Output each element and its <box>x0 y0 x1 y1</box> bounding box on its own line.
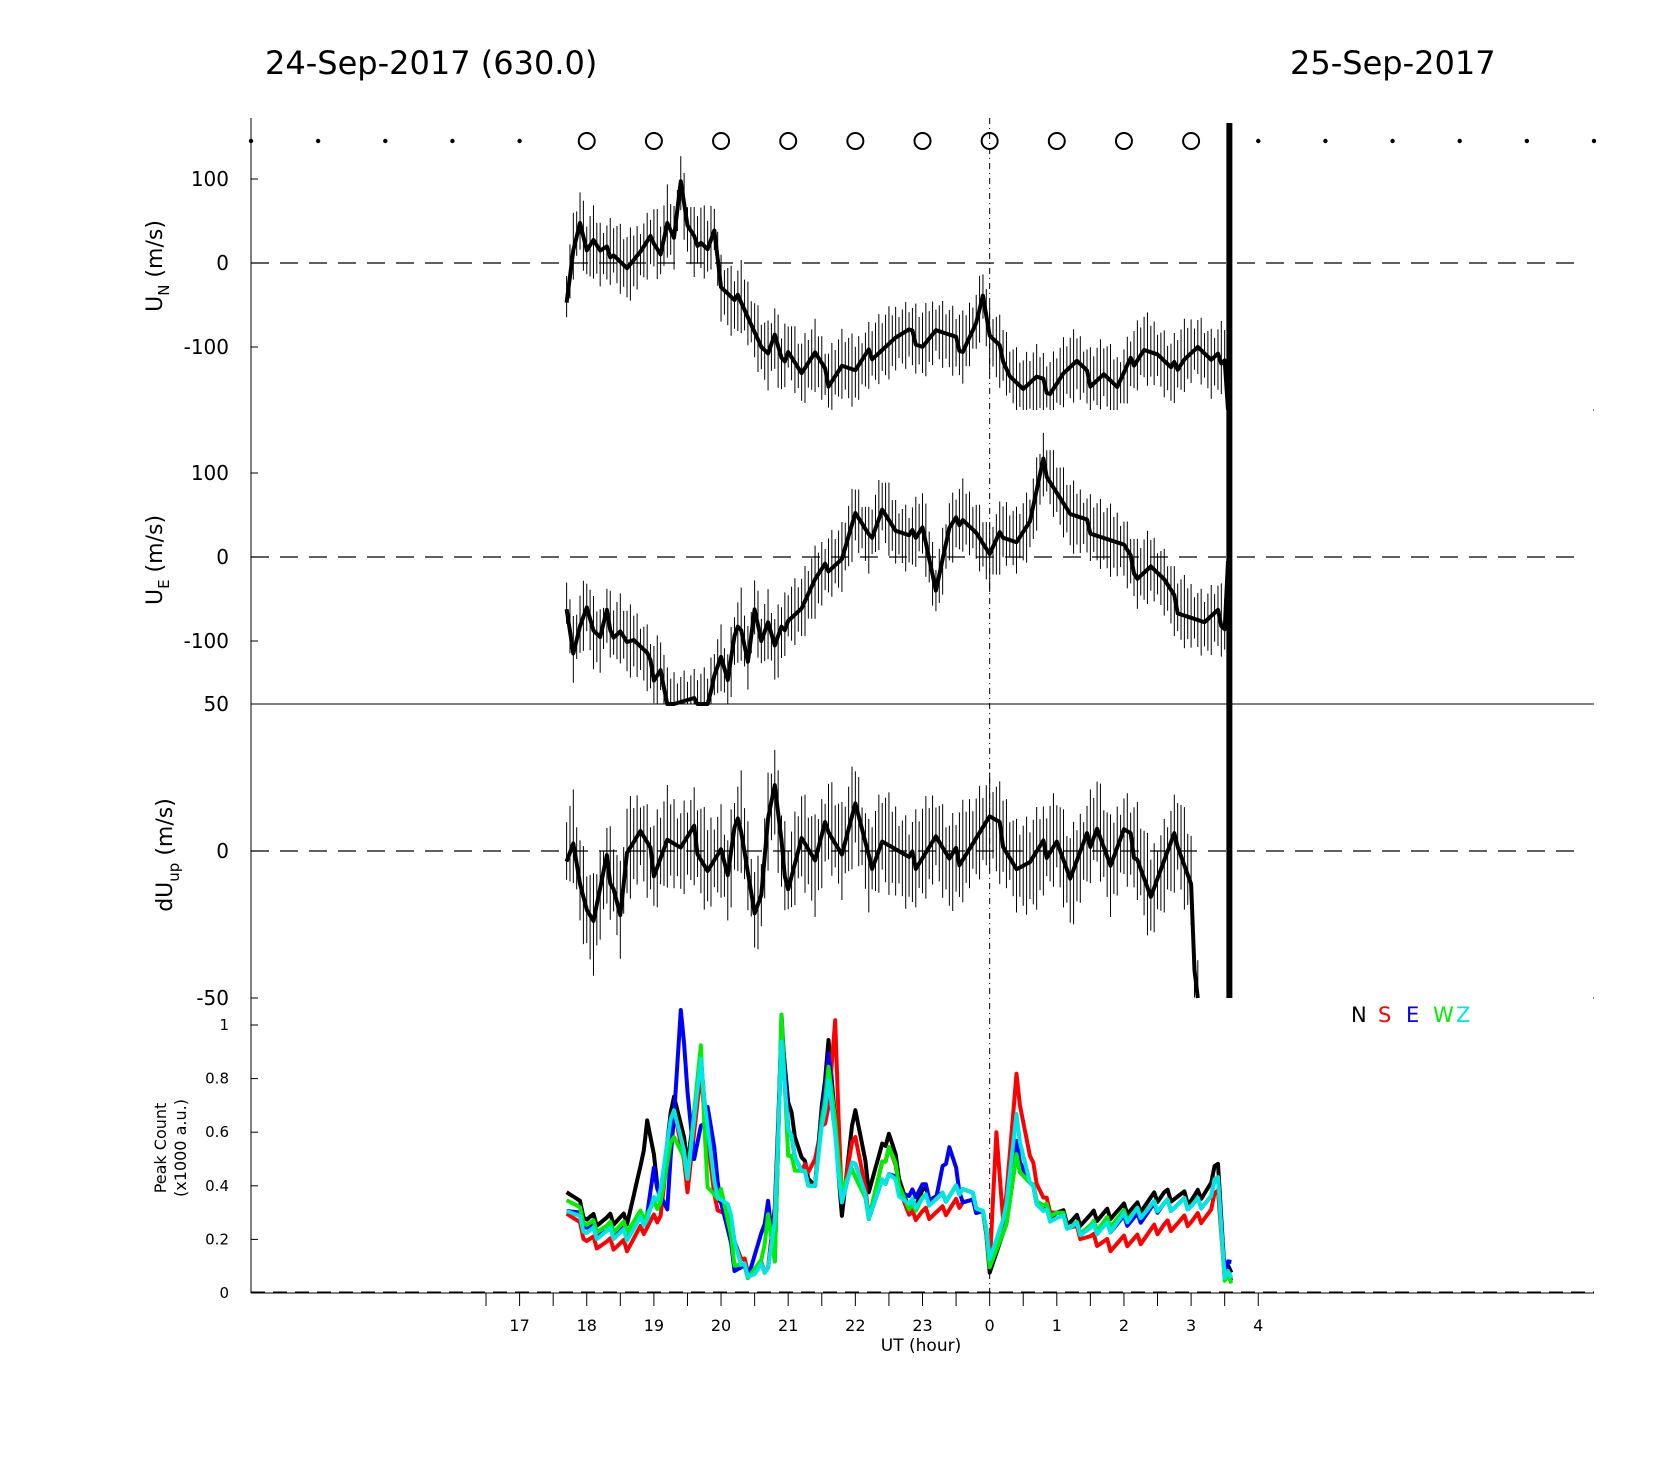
measurement-circle-marker <box>980 132 999 150</box>
y-label-main: U <box>143 589 168 605</box>
measurement-circle-marker <box>1114 132 1133 150</box>
y-tick-label: -100 <box>184 335 229 359</box>
legend-item-W: W <box>1433 1003 1454 1027</box>
y-axis-label-text: UN (m/s) <box>143 220 173 312</box>
x-tick-label: 18 <box>577 1316 597 1335</box>
x-tick-label: 2 <box>1119 1316 1129 1335</box>
y-axis-label-text: UE (m/s) <box>143 515 173 605</box>
y-label-main: dU <box>153 882 178 912</box>
y-tick-label: -100 <box>184 629 229 653</box>
y-label-main: U <box>143 296 168 312</box>
y-label-sub: E <box>155 579 173 588</box>
left-date-title: 24-Sep-2017 (630.0) <box>265 44 598 82</box>
dot-marker <box>1457 138 1462 144</box>
data-layer <box>248 123 1597 1285</box>
y-label-unit: (m/s) <box>143 515 168 579</box>
legend-item-N: N <box>1351 1003 1367 1027</box>
y-label-unit: (m/s) <box>143 220 168 284</box>
y-tick-label: -50 <box>196 986 229 1010</box>
y-tick-label: 100 <box>191 167 229 191</box>
x-tick-label: 0 <box>985 1316 995 1335</box>
dot-marker <box>1256 138 1261 144</box>
y-tick-label: 0 <box>216 839 229 863</box>
measurement-circle-marker <box>846 132 865 150</box>
y-tick-label: 0.8 <box>205 1070 229 1088</box>
x-tick-label: 23 <box>912 1316 932 1335</box>
y-tick-label: 100 <box>191 461 229 485</box>
wind-series-line <box>564 456 1230 706</box>
x-tick-label: 1 <box>1052 1316 1062 1335</box>
dot-marker <box>383 138 388 144</box>
y-tick-label: 1 <box>219 1016 229 1034</box>
y-axis-label: dUup (m/s) <box>153 798 183 912</box>
y-axis-label-text: dUup (m/s) <box>153 798 183 912</box>
y-tick-label: 50 <box>204 692 229 716</box>
legend-item-Z: Z <box>1456 1003 1470 1027</box>
right-date-title: 25-Sep-2017 <box>1290 44 1496 82</box>
measurement-circle-marker <box>913 132 932 150</box>
axes-layer <box>250 118 1594 1306</box>
dot-marker <box>1591 138 1597 144</box>
peak-count-label-line2: (x1000 a.u.) <box>171 1099 190 1197</box>
y-tick-label: 0 <box>216 545 229 569</box>
measurement-circle-marker <box>1182 132 1201 150</box>
peak-count-label: Peak Count (x1000 a.u.) <box>151 1099 190 1197</box>
y-axis-label: UE (m/s) <box>143 515 173 605</box>
x-tick-label: 20 <box>711 1316 731 1335</box>
x-tick-label: 21 <box>778 1316 798 1335</box>
dot-marker <box>1323 138 1328 144</box>
measurement-circle-marker <box>712 132 731 150</box>
dot-marker <box>1524 138 1530 144</box>
y-tick-label: 0 <box>219 1284 229 1302</box>
x-axis-label: UT (hour) <box>881 1336 961 1356</box>
y-label-unit: (m/s) <box>153 798 178 862</box>
legend-item-E: E <box>1406 1003 1419 1027</box>
dot-marker <box>248 138 254 144</box>
y-tick-label: 0 <box>216 251 229 275</box>
y-tick-label: 0.6 <box>205 1123 229 1141</box>
wind-series-line <box>564 179 1230 411</box>
x-tick-label: 3 <box>1186 1316 1196 1335</box>
x-tick-label: 4 <box>1253 1316 1263 1335</box>
dot-marker <box>1390 138 1395 144</box>
x-tick-label: 19 <box>644 1316 664 1335</box>
dot-marker <box>450 138 455 144</box>
peak-count-label-line1: Peak Count <box>151 1103 170 1194</box>
dot-marker <box>517 138 522 144</box>
y-label-sub: N <box>155 285 173 296</box>
measurement-circle-marker <box>1047 132 1066 150</box>
measurement-circle-marker <box>577 132 596 150</box>
peak-series-line-Z <box>565 1039 1234 1280</box>
y-label-sub: up <box>165 863 183 882</box>
y-axis-label: UN (m/s) <box>143 220 173 312</box>
x-tick-label: 17 <box>509 1316 529 1335</box>
y-tick-label: 0.4 <box>205 1177 229 1195</box>
dot-marker <box>315 138 321 144</box>
measurement-circle-marker <box>779 132 798 150</box>
legend-item-S: S <box>1378 1003 1391 1027</box>
y-tick-label: 0.2 <box>205 1230 229 1248</box>
wind-series-line <box>564 783 1200 999</box>
x-tick-label: 22 <box>845 1316 865 1335</box>
measurement-circle-marker <box>644 132 663 150</box>
